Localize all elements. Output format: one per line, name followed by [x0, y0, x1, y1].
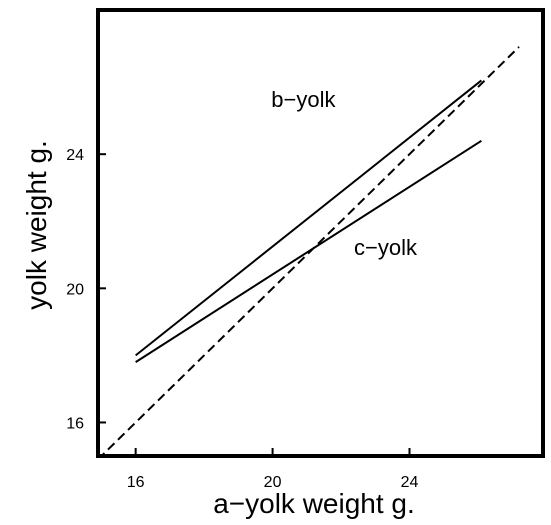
y-tick-label: 24 [66, 147, 84, 164]
plot-frame [96, 8, 545, 458]
b-yolk-line [135, 79, 483, 357]
x-tick-label: 20 [264, 474, 282, 491]
x-axis-title: a−yolk weight g. [213, 488, 415, 519]
series-label-0: b−yolk [271, 87, 336, 112]
y-axis-title: yolk weight g. [21, 140, 52, 310]
c-yolk-line [135, 139, 482, 363]
x-tick-label: 24 [401, 474, 419, 491]
series-label-1: c−yolk [354, 235, 418, 260]
y-tick-label: 16 [66, 415, 84, 432]
y-tick-label: 20 [66, 281, 84, 298]
identity-dashed-line [99, 46, 520, 456]
x-tick-label: 16 [127, 474, 145, 491]
